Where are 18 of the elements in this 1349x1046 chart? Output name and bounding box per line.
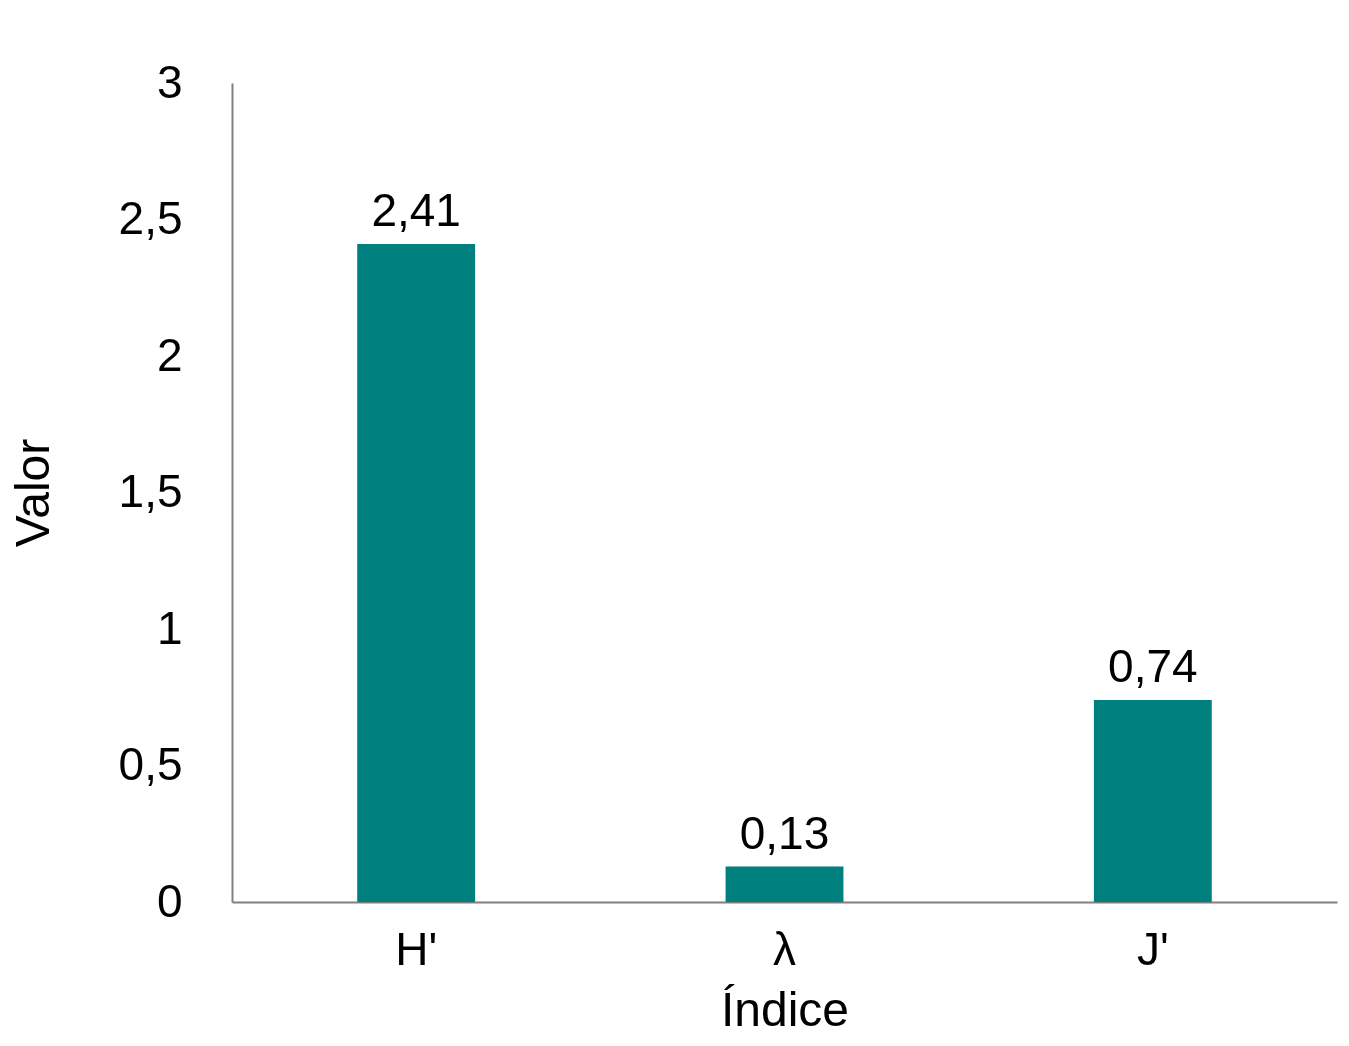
data-label: 0,13 bbox=[739, 806, 830, 859]
x-tick-label: λ bbox=[773, 922, 796, 975]
data-label: 0,74 bbox=[1108, 639, 1198, 692]
y-tick-label: 1 bbox=[156, 601, 183, 654]
y-tick-label: 0,5 bbox=[118, 738, 183, 790]
x-axis-title: Índice bbox=[720, 982, 850, 1036]
y-tick-label: 2,5 bbox=[118, 192, 183, 244]
y-tick-label: 1,5 bbox=[118, 465, 183, 517]
y-tick-label: 3 bbox=[156, 55, 183, 108]
x-tick-label: H' bbox=[395, 922, 438, 975]
x-tick-label: J' bbox=[1136, 922, 1169, 975]
bar bbox=[725, 866, 844, 902]
bar bbox=[1093, 699, 1212, 902]
bar bbox=[357, 244, 476, 902]
data-label: 2,41 bbox=[371, 184, 461, 237]
y-tick-label: 2 bbox=[156, 328, 183, 381]
y-tick-label: 0 bbox=[156, 874, 183, 927]
y-axis-title: Valor bbox=[5, 438, 59, 548]
